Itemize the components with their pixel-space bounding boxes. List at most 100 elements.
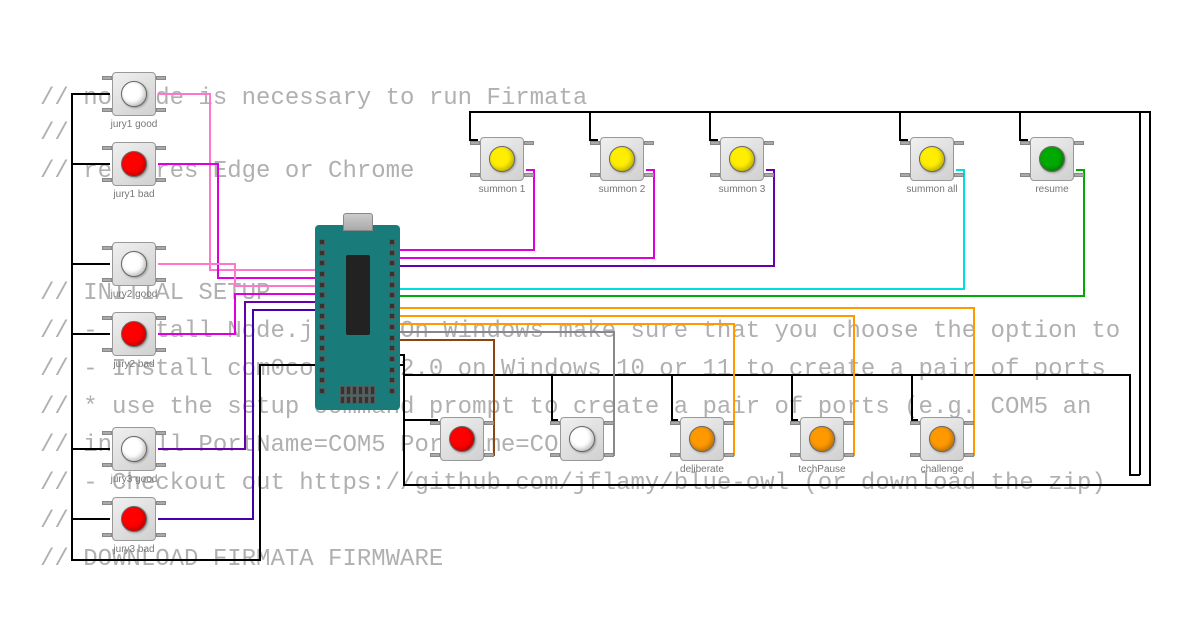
push-button-resume[interactable]: resume <box>1028 135 1076 183</box>
button-pin <box>954 141 964 145</box>
push-button-summon_all[interactable]: summon all <box>908 135 956 183</box>
push-button-jury2_bad[interactable]: jury2 bad <box>110 310 158 358</box>
button-cap <box>1039 146 1065 172</box>
button-pin <box>156 278 166 282</box>
button-cap <box>919 146 945 172</box>
button-pin <box>102 278 112 282</box>
button-pin <box>430 453 440 457</box>
button-pin <box>156 431 166 435</box>
button-pin <box>102 76 112 80</box>
button-label: challenge <box>921 464 964 475</box>
button-pin <box>470 173 480 177</box>
button-pin <box>790 453 800 457</box>
button-pin <box>1074 173 1084 177</box>
button-pin <box>900 141 910 145</box>
button-pin <box>1074 141 1084 145</box>
push-button-summon2[interactable]: summon 2 <box>598 135 646 183</box>
push-button-summon3[interactable]: summon 3 <box>718 135 766 183</box>
button-label: techPause <box>798 464 845 475</box>
button-pin <box>102 146 112 150</box>
button-pin <box>954 173 964 177</box>
button-pin <box>844 421 854 425</box>
button-pin <box>590 173 600 177</box>
push-button-deliberate[interactable]: deliberate <box>678 415 726 463</box>
arduino-nano-board <box>315 225 400 410</box>
button-pin <box>550 453 560 457</box>
button-body <box>112 142 156 186</box>
button-pin <box>156 348 166 352</box>
wire-gnd-top-res <box>1020 112 1028 140</box>
button-pin <box>910 421 920 425</box>
button-label: jury2 bad <box>113 359 154 370</box>
button-pin <box>102 533 112 537</box>
button-pin <box>1020 141 1030 145</box>
push-button-jury2_good[interactable]: jury2 good <box>110 240 158 288</box>
button-pin <box>102 316 112 320</box>
button-pin <box>156 246 166 250</box>
button-pin <box>724 453 734 457</box>
code-comment-line: // <box>40 508 69 535</box>
button-label: summon 1 <box>479 184 526 195</box>
button-body <box>600 137 644 181</box>
button-label: jury3 bad <box>113 544 154 555</box>
button-cap <box>609 146 635 172</box>
button-pin <box>644 173 654 177</box>
button-pin <box>790 421 800 425</box>
button-body <box>800 417 844 461</box>
button-pin <box>900 173 910 177</box>
button-cap <box>121 436 147 462</box>
button-cap <box>121 151 147 177</box>
code-comment-line: // - Install com0com 3.0.2.0 on Windows … <box>40 356 1106 383</box>
push-button-jury1_good[interactable]: jury1 good <box>110 70 158 118</box>
button-cap <box>929 426 955 452</box>
button-pin <box>102 348 112 352</box>
button-label: deliberate <box>680 464 724 475</box>
button-label: summon all <box>906 184 957 195</box>
button-pin <box>430 421 440 425</box>
button-pin <box>102 246 112 250</box>
button-pin <box>484 453 494 457</box>
button-pin <box>910 453 920 457</box>
button-cap <box>121 81 147 107</box>
button-label: jury2 good <box>111 289 158 300</box>
button-pin <box>604 421 614 425</box>
code-comment-line: // DOWNLOAD FIRMATA FIRMWARE <box>40 546 443 573</box>
button-pin <box>102 431 112 435</box>
button-pin <box>156 316 166 320</box>
button-body <box>910 137 954 181</box>
button-pin <box>644 141 654 145</box>
button-body <box>560 417 604 461</box>
pin-row-right <box>389 239 396 394</box>
push-button-jury3_bad[interactable]: jury3 bad <box>110 495 158 543</box>
wire-gnd-top-sa <box>900 112 908 140</box>
button-body <box>112 72 156 116</box>
push-button-jury1_bad[interactable]: jury1 bad <box>110 140 158 188</box>
push-button-jury3_good[interactable]: jury3 good <box>110 425 158 473</box>
button-label: resume <box>1035 184 1068 195</box>
button-pin <box>156 178 166 182</box>
button-body <box>112 242 156 286</box>
button-body <box>112 427 156 471</box>
button-body <box>480 137 524 181</box>
code-comment-line: // requires Edge or Chrome <box>40 158 414 185</box>
button-pin <box>590 141 600 145</box>
button-label: jury3 good <box>111 474 158 485</box>
button-body <box>112 497 156 541</box>
button-pin <box>710 141 720 145</box>
button-pin <box>102 463 112 467</box>
icsp-header <box>340 386 376 404</box>
button-body <box>920 417 964 461</box>
button-pin <box>524 173 534 177</box>
push-button-row3_red[interactable] <box>438 415 486 463</box>
button-pin <box>102 178 112 182</box>
push-button-summon1[interactable]: summon 1 <box>478 135 526 183</box>
button-pin <box>156 76 166 80</box>
push-button-challenge[interactable]: challenge <box>918 415 966 463</box>
button-cap <box>729 146 755 172</box>
push-button-row3_white[interactable] <box>558 415 606 463</box>
button-cap <box>449 426 475 452</box>
button-pin <box>1020 173 1030 177</box>
push-button-techpause[interactable]: techPause <box>798 415 846 463</box>
button-pin <box>964 453 974 457</box>
button-cap <box>569 426 595 452</box>
